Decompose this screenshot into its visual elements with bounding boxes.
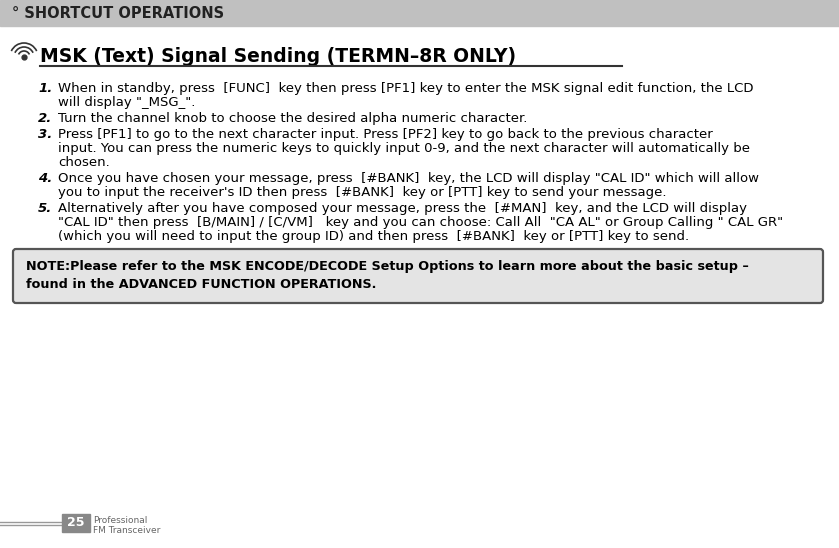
Text: will display "_MSG_".: will display "_MSG_". [58,96,195,109]
Text: FM Transceiver: FM Transceiver [93,526,160,535]
Text: 3.: 3. [38,128,52,141]
Text: Professional: Professional [93,516,148,525]
Text: 5.: 5. [38,202,52,215]
Text: you to input the receiver's ID then press  [#BANK]  key or [PTT] key to send you: you to input the receiver's ID then pres… [58,186,666,199]
Text: chosen.: chosen. [58,156,110,169]
Text: input. You can press the numeric keys to quickly input 0-9, and the next charact: input. You can press the numeric keys to… [58,142,750,155]
Text: ° SHORTCUT OPERATIONS: ° SHORTCUT OPERATIONS [12,5,224,20]
Text: Once you have chosen your message, press  [#BANK]  key, the LCD will display "CA: Once you have chosen your message, press… [58,172,759,185]
Text: (which you will need to input the group ID) and then press  [#BANK]  key or [PTT: (which you will need to input the group … [58,230,689,243]
Bar [62,514,90,532]
Text: Alternatively after you have composed your message, press the  [#MAN]  key, and : Alternatively after you have composed yo… [58,202,747,215]
Text: When in standby, press  [FUNC]  key then press [PF1] key to enter the MSK signal: When in standby, press [FUNC] key then p… [58,82,753,95]
Text: "CAL ID" then press  [B/MAIN] / [C/VM]   key and you can choose: Call All  "CA A: "CAL ID" then press [B/MAIN] / [C/VM] ke… [58,216,783,229]
Text: NOTE:Please refer to the MSK ENCODE/DECODE Setup Options to learn more about the: NOTE:Please refer to the MSK ENCODE/DECO… [26,260,748,273]
Text: Press [PF1] to go to the next character input. Press [PF2] key to go back to the: Press [PF1] to go to the next character … [58,128,713,141]
FancyBboxPatch shape [13,249,823,303]
Text: Turn the channel knob to choose the desired alpha numeric character.: Turn the channel knob to choose the desi… [58,112,528,125]
Text: 1.: 1. [38,82,52,95]
Text: found in the ADVANCED FUNCTION OPERATIONS.: found in the ADVANCED FUNCTION OPERATION… [26,278,377,291]
Text: MSK (Text) Signal Sending (TERMN–8R ONLY): MSK (Text) Signal Sending (TERMN–8R ONLY… [40,47,516,66]
Bar [0,0,839,26]
Text: 2.: 2. [38,112,52,125]
Text: 25: 25 [67,517,85,529]
Text: 4.: 4. [38,172,52,185]
